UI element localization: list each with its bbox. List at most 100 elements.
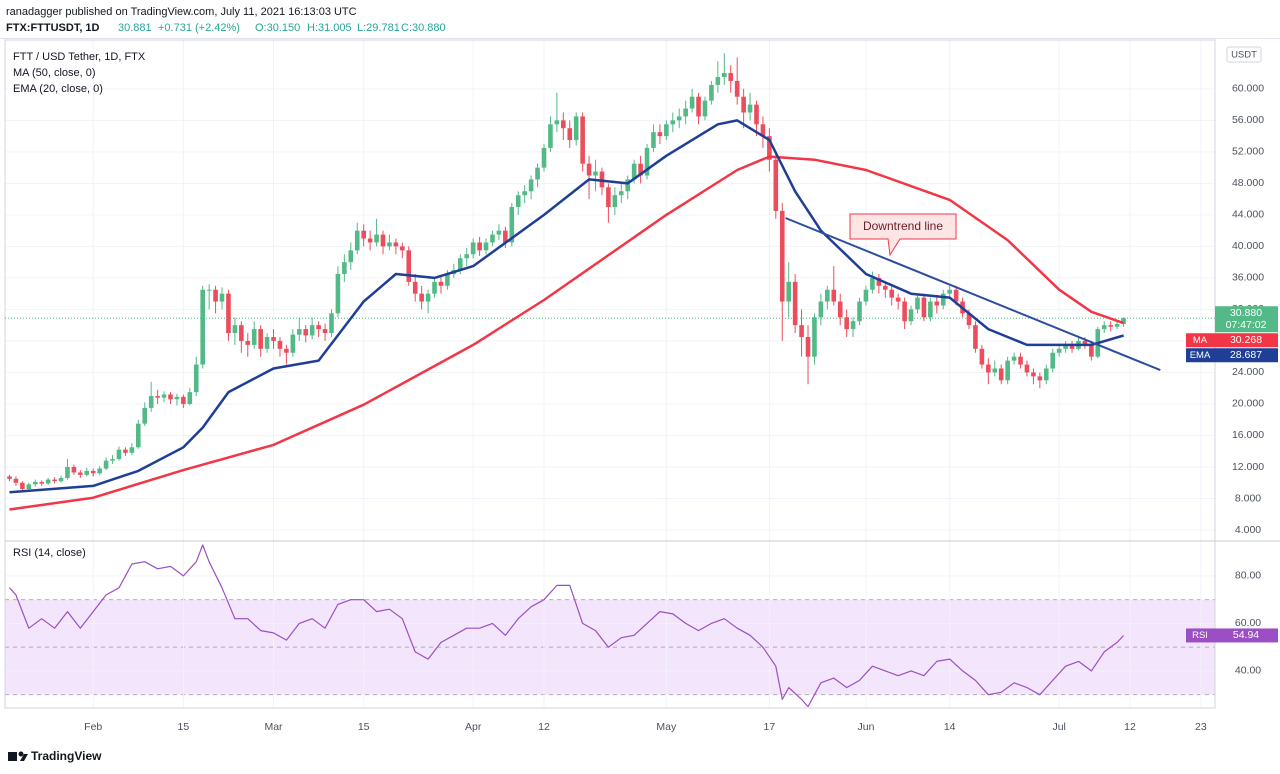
candle-body	[213, 289, 218, 302]
candle-body	[702, 100, 708, 117]
countdown: 07:47:02	[1226, 319, 1267, 331]
candle-body	[490, 234, 495, 243]
candle-body	[863, 289, 869, 302]
candle-body	[573, 116, 579, 141]
candle-body	[754, 104, 759, 125]
candle-body	[837, 301, 843, 318]
candle-body	[567, 128, 573, 141]
candle-body	[123, 449, 128, 453]
candle-body	[741, 96, 746, 113]
candle-body	[515, 195, 521, 208]
y-tick-label: 60.000	[1232, 83, 1264, 95]
candle-body	[271, 336, 276, 341]
ma-legend: MA (50, close, 0)	[13, 67, 96, 79]
candle-body	[825, 289, 830, 302]
candle-body	[1114, 323, 1120, 327]
candle-body	[258, 329, 263, 349]
candle-body	[193, 364, 199, 393]
candle-body	[303, 329, 309, 336]
tag-value-box	[1215, 628, 1278, 643]
candle-body	[7, 476, 12, 479]
rsi-tick-label: 40.00	[1235, 665, 1261, 677]
grid	[5, 40, 1215, 708]
candle-body	[438, 281, 444, 286]
tag-name: EMA	[1190, 350, 1211, 361]
trend-line	[785, 217, 1161, 372]
candle-body	[161, 394, 167, 398]
candle-body	[528, 179, 534, 192]
candle-body	[895, 297, 901, 302]
candle-body	[934, 301, 940, 306]
x-tick-label: Apr	[465, 721, 482, 733]
candle-body	[689, 96, 695, 109]
candle-body	[361, 230, 366, 239]
candle-body	[1050, 352, 1056, 369]
candle-body	[290, 334, 296, 353]
candle-body	[522, 191, 527, 196]
candle-body	[1056, 348, 1062, 353]
candle-body	[631, 163, 637, 180]
candle-body	[1082, 340, 1088, 345]
candle-body	[457, 258, 463, 271]
candle-body	[110, 459, 115, 461]
tag-box	[1186, 628, 1215, 643]
candle-body	[805, 336, 811, 357]
x-tick-label: 14	[944, 721, 956, 733]
candle-body	[445, 273, 450, 286]
rsi-legend: RSI (14, close)	[13, 547, 86, 559]
candle-body	[973, 325, 978, 349]
last-price: 30.881	[118, 22, 152, 34]
candle-body	[20, 482, 25, 490]
candle-body	[696, 96, 701, 117]
rsi-line	[9, 544, 1125, 708]
candle-body	[187, 392, 193, 404]
candle-body	[902, 301, 907, 322]
price-tag-label: 30.880	[1230, 307, 1262, 319]
candle-body	[651, 132, 656, 148]
candle-body	[503, 230, 508, 243]
candle-body	[606, 187, 611, 208]
y-tick-label: 48.000	[1232, 177, 1264, 189]
candle-body	[84, 470, 90, 475]
y-tick-label: 52.000	[1232, 146, 1264, 158]
ema-legend: EMA (20, close, 0)	[13, 83, 103, 95]
candle-body	[200, 289, 205, 365]
brand: TradingView	[31, 749, 102, 763]
candle-body	[329, 313, 334, 334]
candle-body	[580, 116, 585, 164]
candle-body	[400, 246, 405, 251]
candle-body	[239, 325, 244, 341]
candle-body	[1121, 318, 1126, 324]
rsi-tick-label: 60.00	[1235, 617, 1261, 629]
candle-body	[142, 407, 148, 424]
candle-body	[722, 73, 727, 78]
candle-body	[857, 301, 862, 322]
candle-body	[992, 368, 998, 373]
candle-body	[181, 396, 186, 404]
publisher: ranadagger published on TradingView.com,…	[6, 6, 357, 18]
tag-value: 28.687	[1230, 349, 1262, 361]
candle-body	[1011, 356, 1017, 361]
candle-body	[683, 108, 688, 117]
candle-body	[535, 167, 540, 180]
candle-body	[940, 293, 946, 306]
candle-body	[947, 289, 952, 294]
candle-body	[464, 254, 470, 259]
candle-body	[618, 191, 624, 196]
y-tick-label: 8.000	[1235, 492, 1261, 504]
candle-body	[129, 447, 135, 453]
candle-body	[245, 340, 251, 345]
candle-body	[1024, 364, 1030, 373]
candle-body	[52, 479, 57, 482]
candle-body	[657, 132, 663, 137]
x-tick-label: 12	[538, 721, 550, 733]
candle-body	[103, 460, 109, 469]
candle-body	[322, 329, 328, 334]
candle-body	[548, 124, 553, 148]
candle-body	[232, 325, 238, 334]
candle-body	[26, 484, 32, 490]
y-tick-label: 20.000	[1232, 398, 1264, 410]
candle-body	[850, 321, 856, 330]
candle-body	[155, 396, 160, 398]
